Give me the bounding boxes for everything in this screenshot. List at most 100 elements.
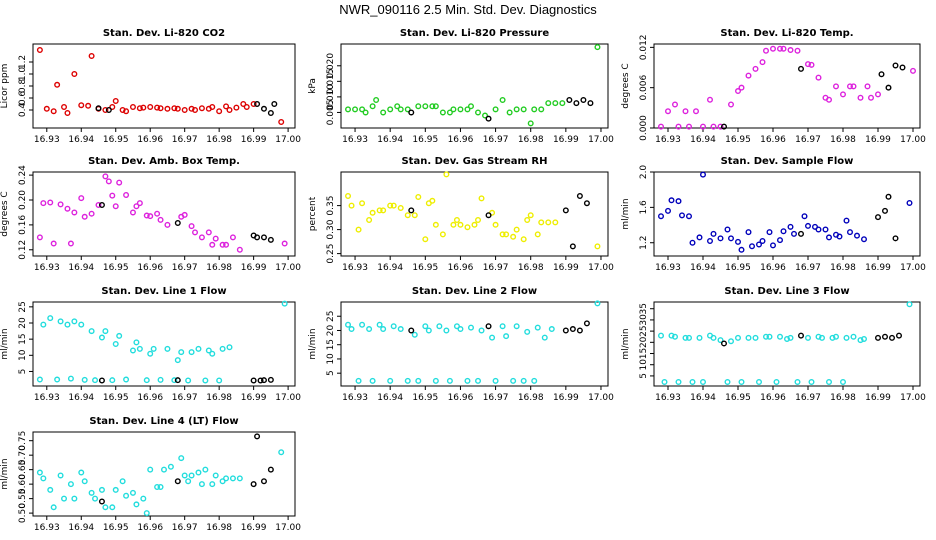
data-point [780,45,787,52]
x-tick-label: 16.96 [760,135,786,145]
data-point [875,91,882,98]
data-point [707,96,714,103]
y-tick-label: 0.65 [18,460,28,480]
y-tick-label: 0.010 [326,84,336,110]
data-point [696,234,703,241]
data-point [665,108,672,115]
data-point [415,103,422,110]
data-point [154,104,161,111]
data-point [861,236,868,243]
data-point [147,466,154,473]
data-point [112,203,119,210]
panel-title: Stan. Dev. Sample Flow [721,156,854,167]
data-point [136,105,143,112]
data-point [78,469,85,476]
x-tick-label: 16.97 [483,135,509,145]
data-point [157,376,164,383]
y-tick-label: 0.6 [18,91,28,106]
x-tick-label: 16.93 [34,393,60,403]
data-point [61,495,68,502]
data-point [171,105,178,112]
data-point [857,337,864,344]
y-tick-label: 0.006 [639,75,649,101]
data-point [116,332,123,339]
flagged-data-point [573,100,580,107]
panel-title: Stan. Dev. Li-820 CO2 [103,28,225,39]
data-point [787,223,794,230]
data-point [198,481,205,488]
flagged-data-point [721,340,728,347]
flagged-data-point [798,65,805,72]
x-tick-label: 16.98 [518,393,544,403]
x-tick-label: 16.99 [865,135,891,145]
x-tick-label: 16.96 [137,135,163,145]
data-point [133,501,140,508]
data-point [689,378,696,385]
data-point [422,323,429,330]
data-point [188,105,195,112]
data-point [524,216,531,223]
data-point [195,345,202,352]
data-point [376,321,383,328]
data-point [54,81,61,88]
x-tick-label: 16.94 [690,135,716,145]
x-tick-label: 17.00 [588,393,614,403]
data-point [475,109,482,116]
panel-title: Stan. Dev. Li-820 Pressure [400,28,550,39]
y-tick-label: 0.8 [18,79,28,94]
data-point [415,377,422,384]
data-point [102,328,109,335]
x-tick-label: 16.96 [137,523,163,533]
data-point [78,195,85,202]
flagged-data-point [569,243,576,250]
x-tick-label: 16.97 [795,135,821,145]
data-point [123,192,130,199]
flagged-data-point [896,332,903,339]
x-tick-label: 16.93 [655,263,681,273]
data-point [359,200,366,207]
data-point [250,100,257,107]
x-tick-label: 16.94 [68,263,94,273]
y-tick-label: 0.70 [18,445,28,465]
data-point [209,103,216,110]
data-point [808,61,815,68]
data-point [759,237,766,244]
data-point [443,171,450,178]
data-point [71,318,78,325]
data-point [226,344,233,351]
x-tick-label: 16.95 [412,263,438,273]
data-point [910,67,917,74]
data-point [143,510,150,517]
x-tick-label: 16.95 [103,135,129,145]
data-point [815,333,822,340]
data-point [864,83,871,90]
data-point [503,231,510,238]
data-point [171,377,178,384]
data-point [545,219,552,226]
panel-title: Stan. Dev. Line 3 Flow [724,286,849,297]
data-point [436,323,443,330]
flagged-data-point [267,109,274,116]
x-tick-label: 16.98 [830,263,856,273]
data-point [693,108,700,115]
data-point [717,235,724,242]
data-point [682,108,689,115]
data-point [766,333,773,340]
data-point [109,103,116,110]
chart-panel: Stan. Dev. Amb. Box Temp. degrees C 16.93 1… [0,156,301,273]
data-point [64,109,71,116]
data-point [594,44,601,51]
data-point [696,334,703,341]
x-tick-label: 16.99 [553,393,579,403]
data-point [102,504,109,511]
data-point [759,59,766,66]
data-point [432,103,439,110]
data-point [422,103,429,110]
data-point [777,237,784,244]
data-point [40,321,47,328]
data-point [538,219,545,226]
data-point [672,101,679,108]
flagged-data-point [566,96,573,103]
x-tick-label: 17.00 [900,135,926,145]
x-tick-label: 16.93 [655,393,681,403]
